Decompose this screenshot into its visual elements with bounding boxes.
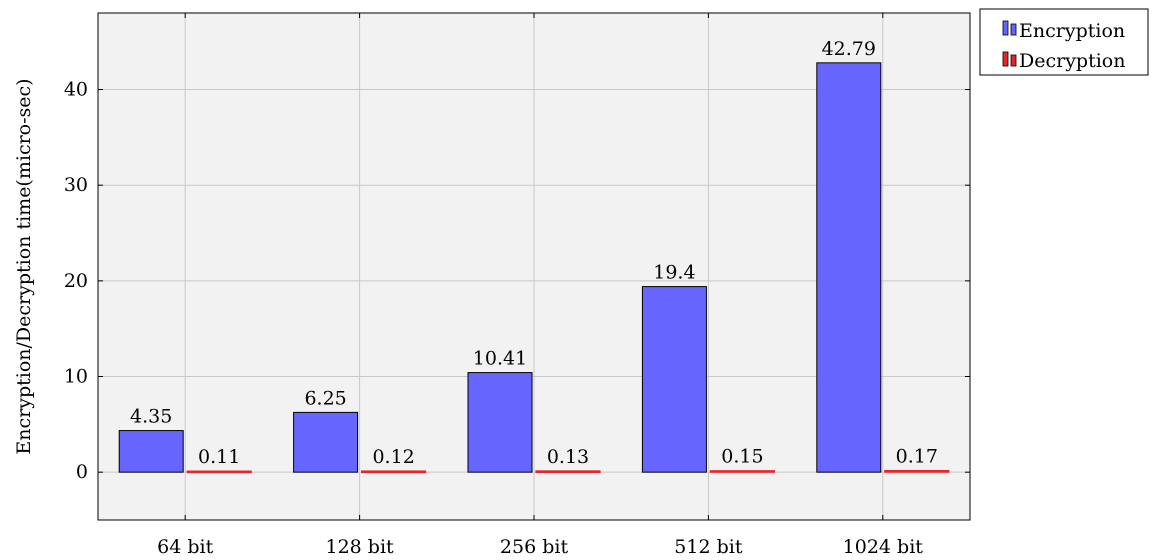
- bar-decryption-4: [884, 469, 950, 473]
- bar-encryption-3: [641, 286, 707, 473]
- bar-decryption-2: [535, 470, 601, 474]
- bar-decryption-0: [186, 470, 252, 474]
- y-tick-label-2: 20: [64, 270, 88, 292]
- legend: Encryption Decryption: [979, 8, 1149, 76]
- data-label-decryption-2: 0.13: [547, 446, 589, 468]
- x-tick-label-4: 1024 bit: [843, 536, 924, 558]
- x-tick-label-2: 256 bit: [500, 536, 569, 558]
- bar-decryption-1: [361, 470, 427, 474]
- bar-encryption-2: [467, 372, 533, 473]
- data-label-encryption-2: 10.41: [473, 348, 527, 370]
- y-axis-label: Encryption/Decryption time(micro-sec): [13, 78, 35, 454]
- bars: 4.35 6.25 10.41 19.4 42.79 0.11 0.12 0.13 0.15 0.…: [118, 38, 950, 474]
- data-label-decryption-0: 0.11: [198, 446, 240, 468]
- legend-swatch-decryption-2: [1010, 54, 1017, 67]
- legend-label-encryption: Encryption: [1019, 20, 1125, 42]
- x-tick-label-3: 512 bit: [674, 536, 743, 558]
- bar-encryption-1: [293, 411, 359, 473]
- x-tick-label-1: 128 bit: [326, 536, 395, 558]
- y-tick-label-4: 40: [64, 79, 88, 101]
- data-label-encryption-4: 42.79: [822, 38, 876, 60]
- legend-swatch-encryption-2: [1010, 23, 1017, 36]
- legend-label-decryption: Decryption: [1019, 50, 1126, 72]
- y-tick-label-3: 30: [64, 174, 88, 196]
- bar-encryption-4: [816, 62, 882, 473]
- bar-encryption-0: [118, 430, 184, 473]
- data-label-encryption-0: 4.35: [130, 406, 172, 428]
- data-label-decryption-3: 0.15: [721, 446, 763, 468]
- bar-decryption-3: [709, 470, 776, 473]
- data-label-decryption-4: 0.17: [896, 446, 938, 468]
- y-tick-label-1: 10: [64, 366, 88, 388]
- data-label-decryption-1: 0.12: [372, 446, 414, 468]
- data-label-encryption-3: 19.4: [653, 262, 695, 284]
- legend-swatch-decryption: [1002, 51, 1009, 67]
- data-label-encryption-1: 6.25: [304, 387, 346, 409]
- legend-swatch-encryption: [1002, 20, 1009, 36]
- x-tick-label-0: 64 bit: [157, 536, 213, 558]
- ticks: 0 10 20 30 40 64 bit 128 bit 256 bit 512 bit 1024…: [64, 13, 970, 558]
- y-tick-label-0: 0: [76, 461, 88, 483]
